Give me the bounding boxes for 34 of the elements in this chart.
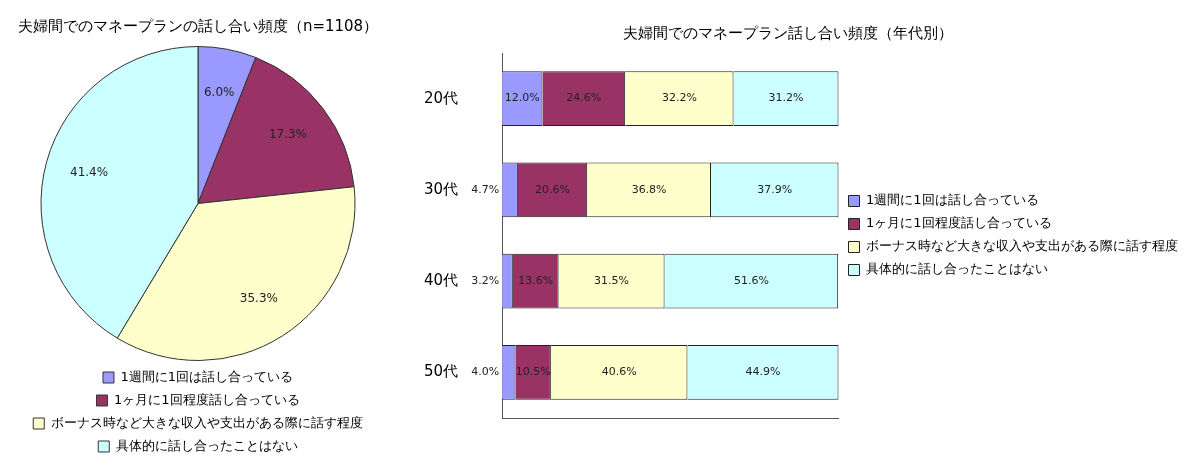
data-label: 35.3% (239, 290, 278, 305)
data-label: 24.6% (566, 91, 602, 105)
chart-title: 夫婦間でのマネープランの話し合い頻度（n=1108） (17, 16, 379, 35)
legend-label: 1ヶ月に1回程度話し合っている (113, 391, 300, 407)
data-label: 37.9% (757, 182, 793, 196)
data-label: 44.9% (745, 365, 781, 379)
data-label: 4.0% (471, 365, 500, 379)
data-label: 12.0% (504, 91, 540, 105)
y-tick-label: 40代 (423, 271, 459, 290)
data-label: 10.5% (515, 365, 551, 379)
legend-label: 1週間に1回は話し合っている (866, 192, 1039, 208)
data-label: 51.6% (733, 273, 769, 287)
data-label: 3.2% (471, 273, 500, 287)
data-label: 20.6% (535, 182, 571, 196)
y-tick-label: 30代 (423, 179, 459, 198)
data-label: 36.8% (631, 182, 667, 196)
data-label: 6.0% (203, 84, 235, 99)
legend-label: 具体的に話し合ったことはない (866, 261, 1048, 277)
data-label: 4.7% (471, 182, 500, 196)
chart-title: 夫婦間でのマネープラン話し合い頻度（年代別） (623, 23, 953, 42)
data-label: 40.6% (601, 365, 637, 379)
legend-label: ボーナス時など大きな収入や支出がある際に話す程度 (866, 238, 1178, 254)
legend-label: 具体的に話し合ったことはない (115, 437, 298, 453)
data-label: 17.3% (268, 127, 308, 142)
data-label: 31.2% (768, 91, 804, 105)
y-tick-label: 50代 (423, 362, 459, 381)
data-label: 32.2% (661, 91, 697, 105)
legend-label: 1週間に1回は話し合っている (120, 368, 294, 384)
y-tick-label: 20代 (423, 88, 459, 107)
legend-label: 1ヶ月に1回程度話し合っている (866, 215, 1052, 231)
data-label: 13.6% (518, 273, 554, 287)
data-label: 31.5% (594, 273, 630, 287)
legend-label: ボーナス時など大きな収入や支出がある際に話す程度 (50, 414, 363, 430)
data-label: 41.4% (70, 165, 109, 180)
